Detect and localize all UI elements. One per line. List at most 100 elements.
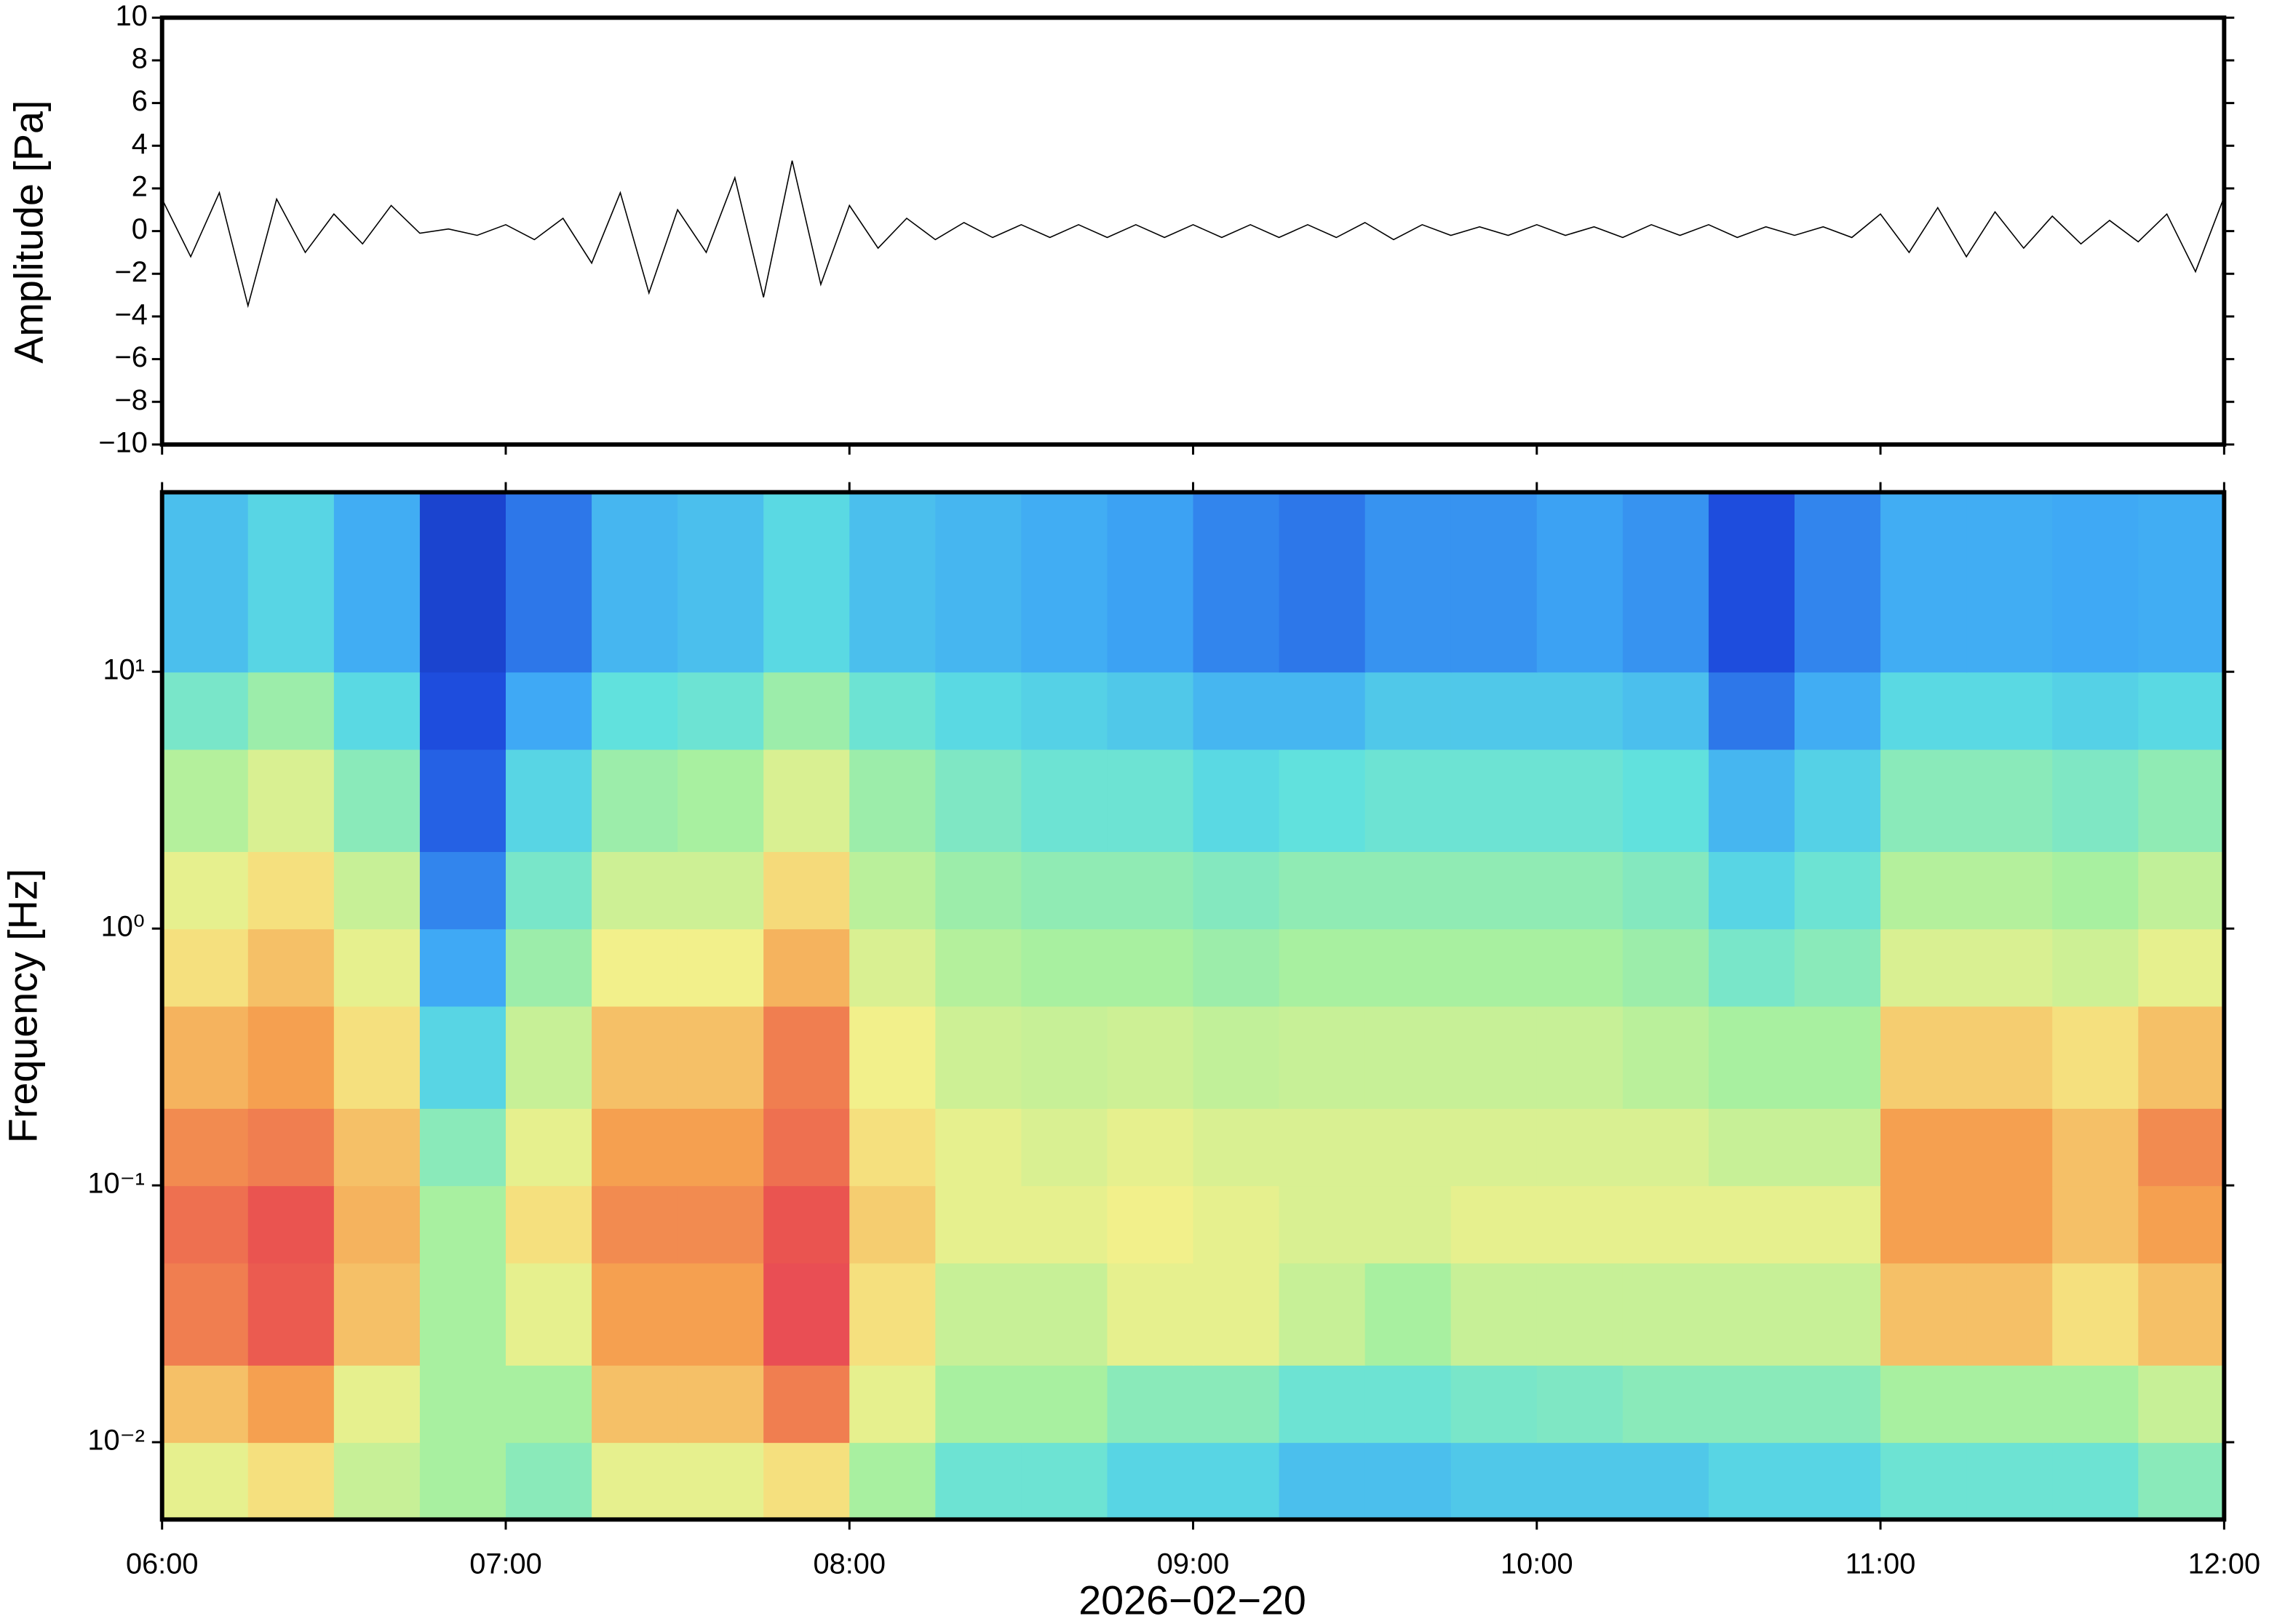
cell bbox=[1021, 928, 1108, 1007]
cell bbox=[677, 1364, 765, 1444]
cell bbox=[247, 492, 335, 673]
cell bbox=[1795, 1006, 1882, 1109]
cell bbox=[419, 1185, 506, 1264]
cell bbox=[1450, 672, 1538, 750]
cell bbox=[935, 1262, 1022, 1366]
cell bbox=[592, 928, 679, 1007]
cell bbox=[1795, 672, 1882, 750]
cell bbox=[2052, 749, 2139, 852]
cell bbox=[333, 749, 421, 852]
cell bbox=[1107, 928, 1194, 1007]
cell bbox=[1708, 1006, 1796, 1109]
cell bbox=[1795, 851, 1882, 930]
cell bbox=[1708, 851, 1796, 930]
cell bbox=[592, 492, 679, 673]
cell bbox=[1107, 1006, 1194, 1109]
cell bbox=[2138, 1364, 2225, 1444]
cell bbox=[419, 749, 506, 852]
y-tick-label: −8 bbox=[114, 384, 147, 416]
cell bbox=[419, 928, 506, 1007]
cell bbox=[677, 1006, 765, 1109]
cell bbox=[2138, 672, 2225, 750]
cell bbox=[935, 1442, 1022, 1521]
cell bbox=[763, 492, 851, 673]
cell bbox=[1795, 1107, 1882, 1187]
cell bbox=[1107, 1442, 1194, 1521]
cell bbox=[1795, 1185, 1882, 1264]
cell bbox=[1279, 1185, 1366, 1264]
cell bbox=[505, 928, 593, 1007]
cell bbox=[763, 672, 851, 750]
cell bbox=[247, 1262, 335, 1366]
cell bbox=[1708, 1442, 1796, 1521]
y-tick-label: 4 bbox=[132, 128, 148, 160]
cell bbox=[1193, 1442, 1280, 1521]
cell bbox=[505, 851, 593, 930]
cell bbox=[592, 1006, 679, 1109]
cell bbox=[1536, 1442, 1624, 1521]
cell bbox=[1107, 749, 1194, 852]
cell bbox=[1966, 492, 2054, 673]
cell bbox=[1021, 1185, 1108, 1264]
cell bbox=[505, 492, 593, 673]
y-axis-label: Frequency [Hz] bbox=[0, 869, 45, 1143]
cell bbox=[1536, 672, 1624, 750]
cell bbox=[592, 749, 679, 852]
cell bbox=[419, 851, 506, 930]
cell bbox=[333, 1442, 421, 1521]
cell bbox=[763, 1185, 851, 1264]
cell bbox=[1708, 928, 1796, 1007]
cell bbox=[1536, 928, 1624, 1007]
cell bbox=[333, 928, 421, 1007]
cell bbox=[849, 1006, 937, 1109]
cell bbox=[935, 672, 1022, 750]
cell bbox=[935, 492, 1022, 673]
cell bbox=[247, 928, 335, 1007]
cell bbox=[1021, 851, 1108, 930]
cell bbox=[2138, 928, 2225, 1007]
cell bbox=[1193, 672, 1280, 750]
x-axis-label: 2026−02−20 bbox=[1078, 1577, 1306, 1623]
cell bbox=[1450, 1185, 1538, 1264]
cell bbox=[1107, 1107, 1194, 1187]
cell bbox=[1622, 672, 1709, 750]
cell bbox=[1279, 749, 1366, 852]
cell bbox=[592, 672, 679, 750]
cell bbox=[419, 1262, 506, 1366]
cell bbox=[247, 1185, 335, 1264]
cell bbox=[247, 749, 335, 852]
cell bbox=[2052, 1107, 2139, 1187]
cell bbox=[333, 492, 421, 673]
cell bbox=[1193, 851, 1280, 930]
cell bbox=[1193, 1107, 1280, 1187]
cell bbox=[763, 1107, 851, 1187]
y-tick-label: −6 bbox=[114, 341, 147, 373]
cell bbox=[849, 1107, 937, 1187]
cell bbox=[1364, 749, 1452, 852]
cell bbox=[1536, 492, 1624, 673]
cell bbox=[162, 1262, 249, 1366]
cell bbox=[2052, 851, 2139, 930]
cell bbox=[162, 492, 249, 673]
cell bbox=[763, 851, 851, 930]
cell bbox=[1966, 1107, 2054, 1187]
cell bbox=[419, 1442, 506, 1521]
cell bbox=[2138, 851, 2225, 930]
cell bbox=[849, 1442, 937, 1521]
cell bbox=[677, 1442, 765, 1521]
cell bbox=[1279, 928, 1366, 1007]
cell bbox=[1795, 928, 1882, 1007]
cell bbox=[1795, 1262, 1882, 1366]
cell bbox=[505, 1006, 593, 1109]
cell bbox=[162, 672, 249, 750]
cell bbox=[419, 672, 506, 750]
cell bbox=[333, 851, 421, 930]
cell bbox=[2052, 928, 2139, 1007]
cell bbox=[1107, 672, 1194, 750]
cell bbox=[1279, 492, 1366, 673]
cell bbox=[1279, 1006, 1366, 1109]
cell bbox=[1795, 749, 1882, 852]
cell bbox=[1966, 1364, 2054, 1444]
cell bbox=[1364, 1262, 1452, 1366]
